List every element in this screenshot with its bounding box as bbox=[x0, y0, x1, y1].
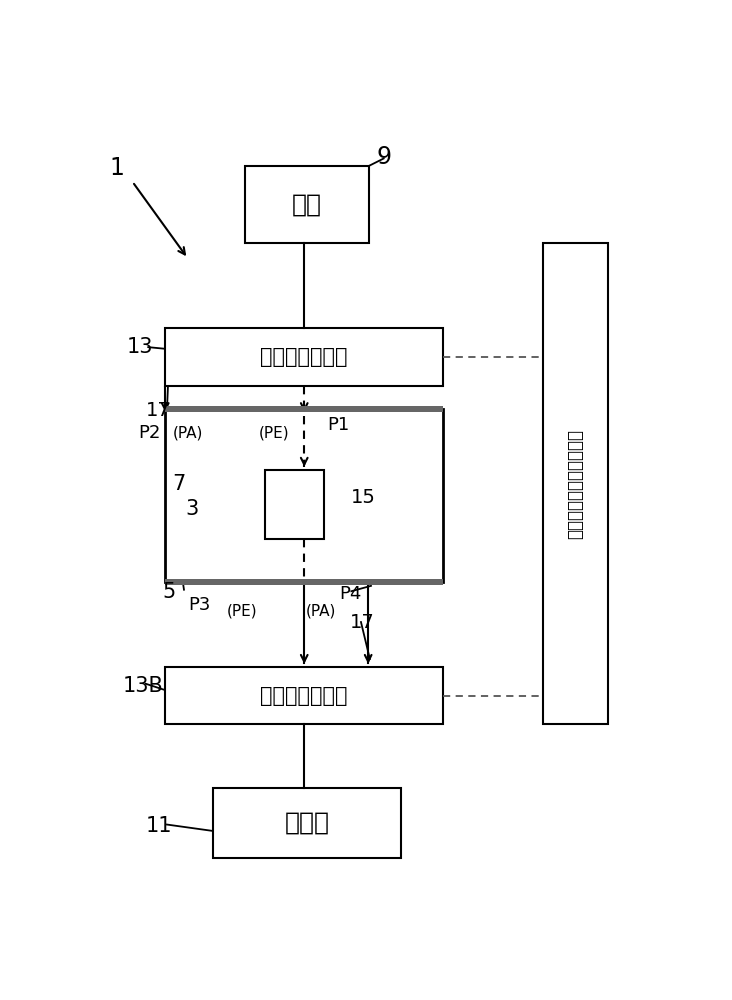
Text: (PE): (PE) bbox=[226, 604, 257, 619]
Text: 3: 3 bbox=[185, 499, 198, 519]
Text: P3: P3 bbox=[188, 596, 210, 614]
Text: 13B: 13B bbox=[123, 676, 163, 696]
Text: (PA): (PA) bbox=[306, 604, 336, 619]
Text: P2: P2 bbox=[138, 424, 161, 442]
Text: P1: P1 bbox=[327, 416, 349, 434]
Text: 15: 15 bbox=[351, 488, 376, 507]
Bar bbox=[264, 470, 324, 539]
Text: 9: 9 bbox=[377, 145, 392, 169]
Text: 13: 13 bbox=[127, 337, 153, 357]
Bar bbox=[214, 788, 400, 858]
Bar bbox=[165, 579, 444, 585]
Bar bbox=[165, 409, 444, 582]
Text: 控制和数据获取电子装置: 控制和数据获取电子装置 bbox=[566, 429, 584, 539]
Text: 5: 5 bbox=[163, 582, 176, 602]
Text: 11: 11 bbox=[146, 816, 172, 836]
Text: 输入光路调节器: 输入光路调节器 bbox=[261, 347, 348, 367]
Text: (PE): (PE) bbox=[259, 425, 289, 440]
Text: 7: 7 bbox=[172, 474, 185, 494]
Bar bbox=[165, 406, 444, 412]
Text: 17: 17 bbox=[146, 401, 171, 420]
Text: P4: P4 bbox=[339, 585, 361, 603]
Text: 光源: 光源 bbox=[292, 193, 322, 217]
Text: 输出光路调节器: 输出光路调节器 bbox=[261, 686, 348, 706]
Bar bbox=[542, 243, 608, 724]
Bar bbox=[165, 667, 444, 724]
Text: 1: 1 bbox=[110, 156, 124, 180]
Text: (PA): (PA) bbox=[173, 425, 203, 440]
Bar bbox=[244, 166, 370, 243]
Text: 光谱仪: 光谱仪 bbox=[285, 811, 329, 835]
Text: 17: 17 bbox=[350, 613, 374, 632]
Bar bbox=[165, 328, 444, 386]
